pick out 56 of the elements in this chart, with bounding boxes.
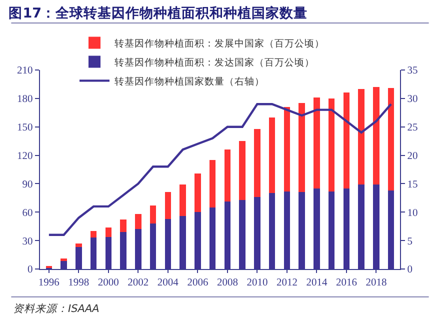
x-tick-label: 2016: [336, 278, 357, 289]
x-tick-label: 2006: [187, 278, 208, 289]
y-tick-label: 150: [17, 122, 33, 134]
y2-tick-label: 10: [407, 208, 418, 219]
x-tick-label: 2010: [246, 278, 268, 289]
text: 资料来源：ISAAA: [13, 303, 100, 315]
bar: [120, 220, 126, 232]
bar: [284, 106, 290, 192]
bar: [239, 141, 246, 200]
y2-tick-label: 20: [407, 150, 418, 162]
bar: [105, 227, 112, 237]
x-tick-label: 2012: [276, 278, 298, 289]
bar: [194, 173, 201, 212]
y2-tick-label: 35: [407, 66, 418, 77]
bar: [224, 150, 231, 202]
x-tick-label: 2002: [128, 278, 149, 289]
y2-tick-label: 5: [407, 236, 412, 248]
y-tick-label: 90: [22, 179, 33, 190]
line-series: [48, 103, 392, 236]
legend-label: 转基因作物种植面积：发达国家（百万公顷）: [114, 56, 314, 68]
legend-label: 转基因作物种植国家数量（右轴）: [114, 75, 264, 88]
x-tick-label: 2004: [157, 278, 180, 289]
bar: [298, 103, 305, 192]
y2-tick-label: 15: [407, 179, 418, 190]
x-tick-label: 1998: [68, 278, 90, 289]
x-tick-label: 2014: [306, 278, 328, 289]
bar: [150, 206, 156, 224]
y-tick-label: 30: [22, 236, 33, 248]
chart-title: 图17：全球转基因作物种植面积和种植国家数量: [8, 4, 308, 22]
x-tick-label: 2018: [366, 278, 387, 289]
bar: [358, 88, 364, 185]
y2-tick-label: 0: [407, 264, 412, 276]
bar: [135, 214, 142, 230]
y-tick-label: 120: [17, 150, 33, 162]
x-tick-label: 1996: [38, 278, 60, 289]
bar: [268, 117, 276, 194]
bar: [373, 87, 380, 185]
bar: [180, 184, 186, 216]
x-tick-label: 2008: [216, 278, 238, 289]
y2-tick-label: 30: [407, 94, 418, 106]
bar: [76, 243, 82, 248]
y2-tick-label: 25: [407, 122, 418, 134]
bar: [209, 160, 216, 208]
bar: [328, 98, 335, 192]
bar: [388, 88, 394, 190]
y-tick-label: 180: [17, 94, 33, 106]
y-tick-label: 60: [22, 208, 33, 219]
x-tick-label: 2000: [98, 278, 119, 289]
legend-label: 转基因作物种植面积：发展中国家（百万公顷）: [114, 37, 324, 50]
bar: [164, 192, 172, 219]
bar: [314, 97, 320, 188]
bar: [343, 92, 350, 188]
bar: [90, 231, 97, 238]
bar: [254, 128, 260, 197]
y-tick-label: 210: [17, 66, 33, 77]
y-tick-label: 0: [28, 264, 33, 276]
